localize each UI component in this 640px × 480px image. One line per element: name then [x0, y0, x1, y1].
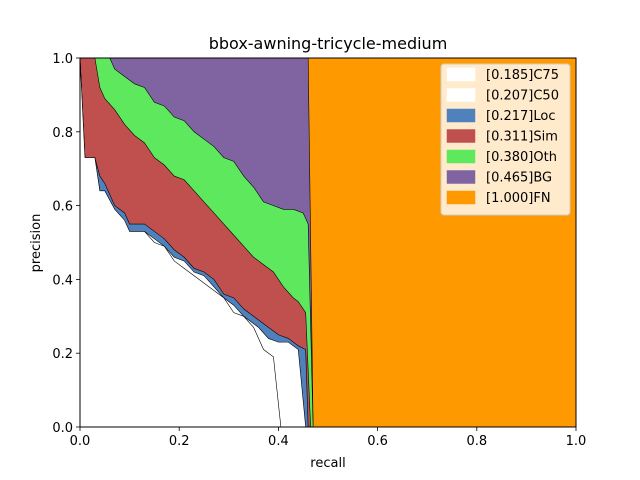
chart-title: bbox-awning-tricycle-medium [209, 34, 448, 53]
legend-label-sim: [0.311]Sim [486, 130, 558, 145]
x-tick-label: 0.8 [466, 434, 487, 449]
legend-swatch-c50 [446, 88, 476, 102]
legend-swatch-loc [446, 108, 476, 123]
legend-label-loc: [0.217]Loc [486, 109, 555, 124]
legend-label-fn: [1.000]FN [486, 191, 551, 206]
x-tick-label: 1.0 [566, 434, 587, 449]
y-ticks: 0.0 0.2 0.4 0.6 0.8 1.0 [52, 52, 80, 436]
y-tick-label: 0.6 [52, 200, 73, 215]
y-axis-label: precision [29, 214, 44, 273]
legend-swatch-oth [446, 149, 476, 164]
legend: [0.185]C75 [0.207]C50 [0.217]Loc [0.311]Sim… [440, 63, 571, 216]
x-tick-label: 0.2 [169, 434, 190, 449]
x-tick-label: 0.0 [70, 434, 91, 449]
legend-label-c50: [0.207]C50 [486, 89, 559, 104]
x-tick-label: 0.6 [367, 434, 388, 449]
y-tick-label: 0.2 [52, 347, 73, 362]
axes [79, 57, 577, 428]
area-layer [79, 57, 577, 428]
legend-label-bg: [0.465]BG [486, 171, 552, 186]
legend-label-c75: [0.185]C75 [486, 68, 559, 83]
legend-label-oth: [0.380]Oth [486, 150, 557, 165]
y-tick-label: 0.0 [52, 421, 73, 436]
legend-swatch-fn [446, 190, 476, 205]
x-ticks: 0.0 0.2 0.4 0.6 0.8 1.0 [70, 427, 587, 449]
y-tick-label: 0.8 [52, 126, 73, 141]
x-tick-label: 0.4 [268, 434, 289, 449]
x-axis-label: recall [310, 456, 345, 471]
legend-swatch-sim [446, 129, 476, 143]
y-tick-label: 1.0 [52, 52, 73, 67]
plot-frame [79, 57, 577, 428]
legend-swatch-bg [446, 170, 476, 184]
legend-swatch-c75 [446, 67, 476, 82]
area-c75 [79, 57, 282, 428]
y-tick-label: 0.4 [52, 273, 73, 288]
